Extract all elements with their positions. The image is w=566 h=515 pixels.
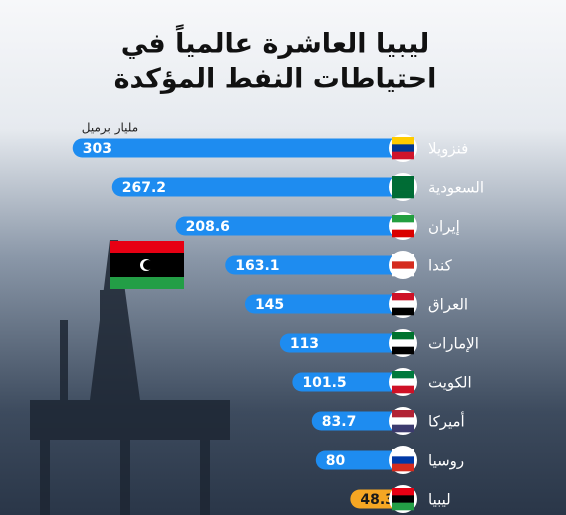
value-label: 208.6: [186, 219, 230, 235]
category-label: الإمارات: [428, 335, 479, 353]
bar: [279, 333, 403, 353]
flag-stripe: [392, 176, 414, 184]
value-label: 303: [83, 141, 112, 157]
bar: [315, 450, 403, 470]
flag-stripe: [392, 502, 414, 511]
value-label: 80: [326, 453, 346, 469]
category-label: روسيا: [428, 452, 464, 470]
category-label: الكويت: [428, 374, 472, 392]
value-label: 113: [290, 336, 319, 352]
flag-stripe: [392, 144, 414, 152]
flag-stripe: [392, 215, 414, 223]
bar: [244, 294, 403, 314]
flag-stripe: [392, 332, 414, 340]
category-label: إيران: [428, 218, 460, 236]
flag-stripe: [392, 417, 414, 425]
value-label: 83.7: [322, 414, 357, 430]
flag-stripe: [392, 293, 414, 301]
flag-stripe: [392, 229, 414, 238]
flag-stripe: [392, 307, 414, 316]
category-label: أميركا: [428, 412, 465, 431]
value-label: 48.3: [360, 492, 395, 508]
flag-stripe: [392, 456, 414, 464]
bar: [311, 411, 403, 431]
unit-label: مليار برميل: [82, 121, 138, 136]
flag-stripe: [392, 300, 414, 308]
flag-stripe: [392, 424, 414, 433]
flag-stripe: [392, 385, 414, 394]
flag-stripe: [392, 463, 414, 472]
flag-stripe: [392, 151, 414, 160]
flag-stripe: [392, 268, 414, 277]
flag-stripe: [392, 410, 414, 418]
rig-silhouette: [30, 240, 230, 515]
bar: [111, 177, 403, 197]
flag-stripe: [392, 346, 414, 355]
value-label: 145: [255, 297, 284, 313]
category-label: كندا: [428, 257, 453, 275]
category-label: فنزويلا: [428, 140, 468, 158]
bar: [225, 255, 403, 275]
value-label: 101.5: [302, 375, 346, 391]
libya-flag: [110, 241, 184, 289]
flag-stripe: [392, 339, 414, 347]
flag-stripe: [392, 137, 414, 145]
flag-stripe: [392, 449, 414, 457]
flag-stripe: [392, 254, 414, 262]
bar: [292, 372, 403, 392]
chart-title: ليبيا العاشرة عالمياً في: [121, 24, 430, 60]
value-label: 267.2: [122, 180, 166, 196]
flag-stripe: [392, 378, 414, 386]
bar: [72, 138, 403, 158]
category-label: السعودية: [428, 179, 484, 197]
flag-stripe: [392, 495, 414, 503]
flag-stripe: [392, 190, 414, 199]
chart-title: احتياطات النفط المؤكدة: [114, 64, 437, 95]
category-label: ليبيا: [428, 491, 451, 509]
category-label: العراق: [428, 296, 468, 314]
flag-stripe: [392, 261, 414, 269]
value-label: 163.1: [235, 258, 279, 274]
flag-stripe: [392, 222, 414, 230]
flag-stripe: [392, 488, 414, 496]
flag-stripe: [392, 371, 414, 379]
bar: [175, 216, 403, 236]
flag-stripe: [392, 183, 414, 191]
